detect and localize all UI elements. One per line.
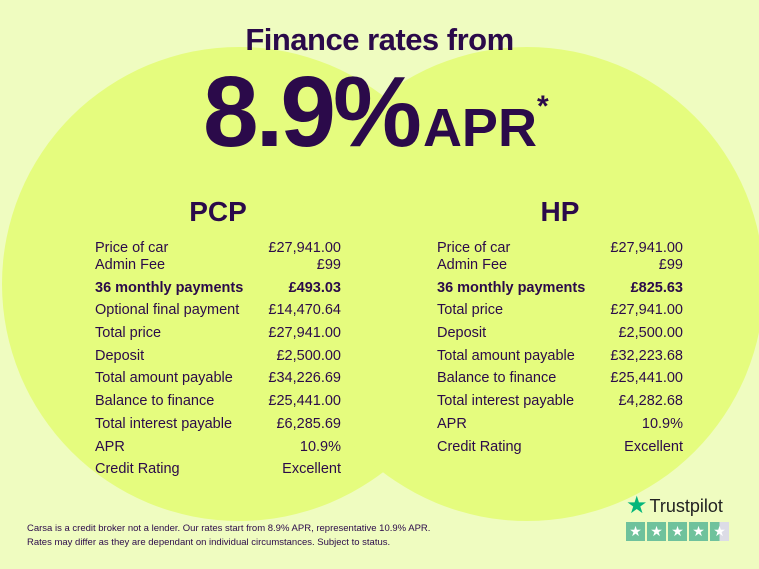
- row-value: £27,941.00: [610, 302, 683, 319]
- row-value: 10.9%: [641, 415, 683, 432]
- rate-value: 8.9%: [203, 56, 422, 168]
- rate-suffix: APR: [422, 98, 537, 158]
- table-row: Total amount payable £34,226.69: [95, 370, 341, 393]
- row-value: 10.9%: [299, 438, 341, 455]
- trustpilot-label: Trustpilot: [649, 495, 723, 516]
- row-label: Total interest payable: [437, 393, 575, 410]
- table-row: Total interest payable £6,285.69: [95, 416, 341, 439]
- row-label: Admin Fee: [437, 257, 508, 273]
- row-value: £2,500.00: [618, 325, 683, 342]
- row-label: 36 monthly payments: [95, 279, 244, 296]
- table-row: Deposit £2,500.00: [95, 348, 341, 371]
- headline: Finance rates from: [245, 22, 514, 57]
- row-value: £4,282.68: [618, 393, 683, 410]
- row-label: Total price: [95, 325, 162, 342]
- row-value: £825.63: [630, 279, 683, 296]
- asterisk: *: [536, 90, 549, 123]
- table-row: APR 10.9%: [437, 416, 683, 439]
- hp-title: HP: [540, 196, 580, 227]
- row-value: £32,223.68: [610, 347, 683, 364]
- table-row: Admin Fee £99: [95, 257, 341, 280]
- row-label: Credit Rating: [95, 461, 180, 478]
- table-row: Total price £27,941.00: [95, 325, 341, 348]
- rating-star-icon: ★: [647, 522, 666, 541]
- table-row: Price of car £27,941.00: [437, 240, 683, 257]
- row-value: £34,226.69: [268, 370, 341, 387]
- rating-star-icon: ★: [689, 522, 708, 541]
- row-value: £99: [316, 257, 341, 273]
- row-label: 36 monthly payments: [437, 279, 586, 296]
- row-label: Total interest payable: [95, 415, 233, 432]
- row-value: £27,941.00: [268, 240, 341, 256]
- row-label: Total price: [437, 302, 504, 319]
- trustpilot-star-icon: ★: [626, 492, 648, 519]
- row-label: Balance to finance: [437, 370, 557, 387]
- row-label: APR: [95, 438, 125, 455]
- disclaimer-line-2: Rates may differ as they are dependant o…: [27, 537, 391, 548]
- rating-star-icon: ★: [626, 522, 645, 541]
- row-value: £25,441.00: [268, 393, 341, 410]
- pcp-title: PCP: [189, 196, 247, 227]
- row-label: Deposit: [437, 325, 487, 342]
- row-value: £493.03: [288, 279, 341, 296]
- row-label: Balance to finance: [95, 393, 215, 410]
- hp-table: Price of car £27,941.00 Admin Fee £99 36 mon…: [437, 240, 683, 461]
- row-value: Excellent: [282, 461, 341, 478]
- row-value: £6,285.69: [276, 415, 341, 432]
- row-label: Admin Fee: [95, 257, 166, 273]
- table-row: Deposit £2,500.00: [437, 325, 683, 348]
- row-value: £99: [658, 257, 683, 273]
- disclaimer: Carsa is a credit broker not a lender. O…: [27, 522, 430, 550]
- table-row: APR 10.9%: [95, 439, 341, 462]
- row-value: £2,500.00: [276, 347, 341, 364]
- table-row: Optional final payment £14,470.64: [95, 302, 341, 325]
- table-row: Total amount payable £32,223.68: [437, 348, 683, 371]
- row-label: Deposit: [95, 347, 145, 364]
- table-row: Balance to finance £25,441.00: [95, 393, 341, 416]
- row-value: £25,441.00: [610, 370, 683, 387]
- row-label: APR: [437, 415, 467, 432]
- trustpilot-badge[interactable]: ★ Trustpilot ★ ★ ★ ★ ★: [626, 494, 729, 541]
- table-row: 36 monthly payments £825.63: [437, 280, 683, 303]
- rating-star-icon: ★: [710, 522, 729, 541]
- table-row: Credit Rating Excellent: [95, 461, 341, 484]
- row-value: £27,941.00: [268, 325, 341, 342]
- row-label: Total amount payable: [95, 370, 233, 387]
- disclaimer-line-1: Carsa is a credit broker not a lender. O…: [27, 523, 431, 534]
- pcp-table: Price of car £27,941.00 Admin Fee £99 36 mon…: [95, 240, 341, 484]
- row-value: £14,470.64: [268, 302, 341, 319]
- row-label: Optional final payment: [95, 302, 240, 319]
- table-row: Price of car £27,941.00: [95, 240, 341, 257]
- row-label: Price of car: [95, 240, 169, 256]
- row-label: Credit Rating: [437, 438, 522, 455]
- table-row: Total price £27,941.00: [437, 302, 683, 325]
- decorative-circle-right: [290, 47, 759, 521]
- rate-display: 8.9%APR*: [203, 62, 549, 162]
- table-row: Total interest payable £4,282.68: [437, 393, 683, 416]
- row-value: Excellent: [624, 438, 683, 455]
- trustpilot-rating: ★ ★ ★ ★ ★: [626, 522, 729, 541]
- table-row: 36 monthly payments £493.03: [95, 280, 341, 303]
- table-row: Credit Rating Excellent: [437, 439, 683, 462]
- row-label: Price of car: [437, 240, 511, 256]
- rating-star-icon: ★: [668, 522, 687, 541]
- table-row: Balance to finance £25,441.00: [437, 370, 683, 393]
- row-label: Total amount payable: [437, 347, 575, 364]
- table-row: Admin Fee £99: [437, 257, 683, 280]
- row-value: £27,941.00: [610, 240, 683, 256]
